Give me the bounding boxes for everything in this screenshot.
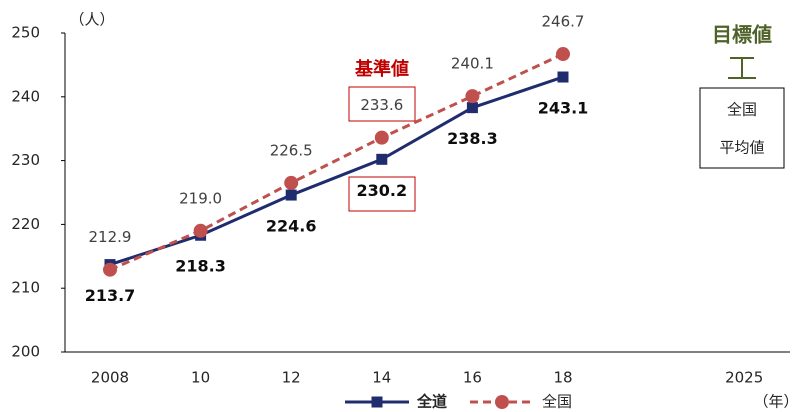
value-label: 213.7 — [85, 286, 136, 305]
x-unit: （年） — [753, 393, 793, 411]
highlight-box — [348, 176, 416, 212]
target-box-text: 平均値 — [719, 139, 764, 157]
marker — [285, 189, 297, 201]
target-symbol — [728, 57, 756, 79]
target-label: 目標値 — [712, 23, 772, 47]
value-label: 243.1 — [538, 99, 589, 118]
value-label: 218.3 — [175, 257, 226, 276]
legend-marker — [371, 396, 383, 408]
value-label: 219.0 — [179, 189, 222, 207]
marker — [556, 47, 570, 62]
marker — [374, 130, 389, 145]
x-tick-label: 12 — [282, 369, 301, 387]
value-label: 240.1 — [451, 55, 494, 73]
marker — [284, 175, 299, 190]
highlight-box — [348, 86, 416, 122]
series-line — [109, 52, 564, 272]
x-tick-label: 18 — [553, 369, 572, 387]
marker — [465, 89, 480, 104]
marker — [466, 102, 478, 114]
baseline-label: 基準値 — [354, 58, 409, 80]
value-label: 230.2 — [356, 181, 407, 200]
value-label: 233.6 — [360, 96, 403, 114]
value-label: 212.9 — [89, 228, 132, 246]
y-tick-label: 210 — [11, 279, 40, 297]
y-tick-label: 240 — [11, 87, 40, 105]
target-box — [699, 87, 785, 169]
value-label: 238.3 — [447, 129, 498, 148]
x-tick-label: 2008 — [91, 369, 129, 387]
x-tick-label: 16 — [463, 369, 482, 387]
target-box-text: 全国 — [727, 101, 757, 119]
y-tick-label: 250 — [11, 24, 40, 42]
y-tick-label: 230 — [11, 151, 40, 169]
marker — [103, 262, 117, 277]
legend-label: 全道 — [416, 393, 447, 411]
legend-label: 全国 — [542, 393, 572, 411]
marker — [193, 223, 208, 238]
x-tick-label: 14 — [372, 369, 391, 387]
legend-marker — [495, 395, 509, 409]
y-tick-label: 220 — [11, 215, 40, 233]
y-tick-label: 200 — [11, 343, 40, 361]
value-label: 224.6 — [266, 217, 317, 236]
value-label: 246.7 — [542, 13, 585, 31]
x-tick-label: 2025 — [725, 369, 763, 387]
value-label: 226.5 — [270, 141, 313, 159]
marker — [376, 153, 388, 165]
x-tick-label: 10 — [191, 369, 210, 387]
marker — [557, 71, 569, 83]
y-unit: （人） — [69, 11, 114, 29]
series-line — [109, 75, 564, 267]
